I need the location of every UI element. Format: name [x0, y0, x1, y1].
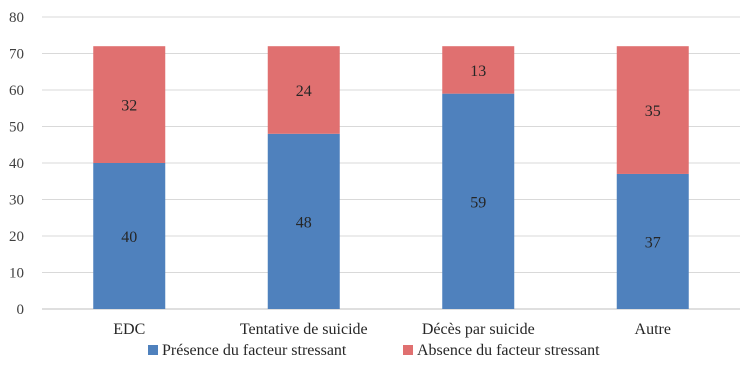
y-tick-label: 0: [17, 302, 25, 318]
y-tick-label: 20: [9, 229, 24, 245]
data-label: 13: [470, 63, 486, 80]
y-tick-label: 70: [9, 47, 24, 63]
category-label: Décès par suicide: [422, 321, 535, 338]
bar-segment: [93, 163, 166, 309]
bar-segment: [616, 46, 689, 174]
data-label: 48: [296, 214, 312, 231]
bar-segment: [267, 46, 340, 134]
category-label: Autre: [635, 321, 671, 338]
data-label: 32: [121, 98, 137, 115]
data-label: 59: [470, 194, 486, 211]
bar-segment: [442, 46, 515, 94]
category-label: EDC: [113, 321, 145, 338]
data-label: 24: [296, 83, 312, 100]
data-label: 37: [645, 234, 661, 251]
bars: [93, 46, 689, 310]
category-label: Tentative de suicide: [240, 321, 368, 338]
y-tick-label: 50: [9, 120, 24, 136]
bar-segment: [93, 46, 166, 164]
y-tick-label: 80: [9, 10, 24, 26]
legend-label: Présence du facteur stressant: [162, 342, 347, 359]
legend: Présence du facteur stressant Absence du …: [148, 342, 600, 359]
bar-segment: [616, 173, 689, 309]
legend-swatch: [148, 345, 158, 355]
y-axis-ticks: 0 10 20 30 40 50 60 70 80: [9, 10, 24, 318]
bar-segment: [267, 133, 340, 309]
y-tick-label: 60: [9, 83, 24, 99]
data-labels: 40 32 48 24 59 13 37 35: [121, 63, 661, 252]
y-tick-label: 40: [9, 156, 24, 172]
y-tick-label: 10: [9, 266, 24, 282]
data-label: 40: [121, 229, 137, 246]
y-tick-label: 30: [9, 193, 24, 209]
legend-label: Absence du facteur stressant: [417, 342, 600, 359]
legend-swatch: [403, 345, 413, 355]
bar-segment: [442, 93, 515, 310]
x-axis-categories: EDC Tentative de suicide Décès par suicide…: [113, 321, 671, 338]
data-label: 35: [645, 103, 661, 120]
